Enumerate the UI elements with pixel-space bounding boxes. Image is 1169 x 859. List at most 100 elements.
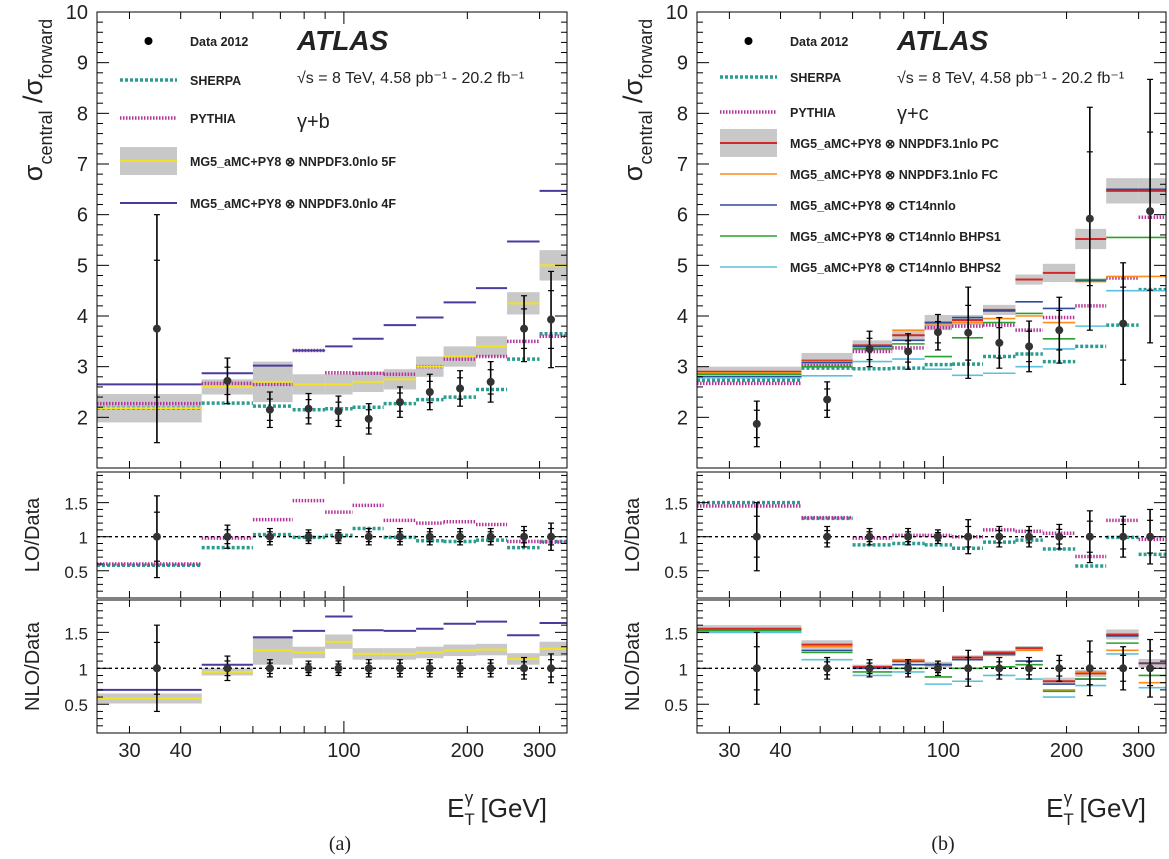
data-point-2	[823, 664, 832, 673]
data-point-9	[456, 384, 465, 393]
data-point-12	[547, 532, 556, 541]
data-point-11	[1119, 664, 1128, 673]
data-point-3	[865, 532, 874, 541]
main-pad-plot-area	[697, 78, 1166, 448]
data-point-8	[425, 388, 434, 396]
y-tick-label: 9	[677, 53, 688, 75]
data-point-7	[395, 532, 404, 541]
data-point-6	[964, 664, 973, 673]
data-point-2	[223, 664, 232, 673]
data-point-1	[152, 532, 161, 541]
data-point-5	[933, 664, 942, 673]
nlo-ratio-pad-plot-area	[697, 625, 1166, 705]
experiment-label: ATLAS	[296, 25, 389, 56]
legend-label-mg5-amc-py8-ct14nnlo-bhps2: MG5_aMC+PY8 ⊗ CT14nnlo BHPS2	[790, 261, 1001, 275]
x-tick-label: 200	[451, 740, 484, 762]
data-point-5	[334, 664, 343, 673]
data-point-1	[752, 419, 761, 428]
main-pad-frame	[696, 11, 1167, 469]
data-point-11	[520, 664, 529, 673]
data-point-4	[904, 664, 913, 673]
main-y-axis-title: σcentral /σforward	[18, 19, 56, 181]
data-point-8	[1025, 532, 1034, 541]
data-point-2	[223, 532, 232, 541]
y-tick-label: 1.5	[64, 624, 88, 643]
legend-label-sherpa: SHERPA	[790, 71, 841, 85]
y-tick-label: 8	[77, 103, 88, 125]
data-point-9	[456, 532, 465, 541]
nlo-ratio-pad-y-axis-title: NLO/Data	[622, 621, 644, 711]
main-pad-plot-area	[97, 189, 567, 444]
data-point-12	[547, 315, 556, 324]
data-point-10	[1085, 532, 1094, 541]
energy-label: √s = 8 TeV, 4.58 pb⁻¹ - 20.2 fb⁻¹	[897, 70, 1124, 87]
lo-ratio-pad: 0.5 1 1.5 LO/Data	[22, 471, 568, 599]
data-point-1	[152, 664, 161, 673]
legend-label-data-2012: Data 2012	[190, 35, 248, 49]
data-point-12	[1146, 664, 1155, 673]
nlo-ratio-pad-plot-area	[97, 615, 567, 713]
data-point-11	[1119, 532, 1128, 541]
legend: Data 2012 SHERPA PYTHIA MG5_aMC+PY8 ⊗ NNPDF…	[720, 35, 1001, 275]
data-point-8	[425, 532, 434, 541]
data-point-3	[265, 664, 274, 673]
data-point-6	[964, 532, 973, 541]
y-tick-label: 0.5	[664, 696, 688, 715]
data-point-6	[364, 532, 373, 541]
data-point-2	[823, 532, 832, 541]
y-tick-label: 2	[77, 407, 88, 429]
panel-b: 2 3 4 5 6 7 8 9 10 σcentral /σforward 0.5 1 1.5 LO/Da…	[618, 2, 1167, 855]
legend-label-mg5-amc-py8-nnpdf3-0nlo-4f: MG5_aMC+PY8 ⊗ NNPDF3.0nlo 4F	[190, 197, 396, 211]
data-point-11	[1119, 319, 1128, 328]
lo-ratio-pad-frame	[96, 471, 568, 599]
energy-label: √s = 8 TeV, 4.58 pb⁻¹ - 20.2 fb⁻¹	[297, 70, 524, 87]
y-tick-label: 1	[679, 660, 688, 679]
main-y-axis-title: σcentral /σforward	[618, 19, 656, 181]
nlo-ratio-pad-frame	[96, 599, 568, 734]
data-point-8	[425, 664, 434, 673]
data-point-4	[904, 532, 913, 541]
data-point-4	[904, 347, 913, 356]
y-tick-label: 7	[77, 154, 88, 176]
y-tick-label: 1	[79, 529, 88, 548]
nlo-ratio-pad: 0.5 1 1.5 NLO/Data	[22, 599, 568, 734]
data-point-3	[265, 532, 274, 541]
y-tick-label: 0.5	[64, 696, 88, 715]
legend-label-pythia: PYTHIA	[790, 106, 836, 120]
data-point-5	[334, 532, 343, 541]
process-label: γ+b	[297, 111, 330, 133]
data-point-10	[486, 532, 495, 541]
nlo-ratio-pad: 0.5 1 1.5 NLO/Data	[622, 599, 1167, 734]
y-tick-label: 6	[677, 205, 688, 227]
data-point-1	[752, 664, 761, 673]
legend-data-marker	[144, 37, 153, 45]
y-tick-label: 8	[677, 103, 688, 125]
data-point-1	[752, 532, 761, 541]
y-tick-label: 3	[77, 357, 88, 379]
data-point-7	[995, 338, 1004, 347]
legend-label-mg5-amc-py8-ct14nnlo: MG5_aMC+PY8 ⊗ CT14nnlo	[790, 199, 956, 213]
data-point-8	[1025, 664, 1034, 673]
x-axis-title: ETγ [GeV]	[1046, 788, 1146, 829]
y-tick-label: 1	[79, 660, 88, 679]
data-point-6	[364, 664, 373, 673]
legend-data-marker	[744, 37, 753, 45]
legend-label-mg5-amc-py8-nnpdf3-1nlo-fc: MG5_aMC+PY8 ⊗ NNPDF3.1nlo FC	[790, 168, 998, 182]
data-point-9	[1055, 664, 1064, 673]
nlo-ratio-pad-frame	[696, 599, 1167, 734]
data-point-3	[865, 344, 874, 353]
panel-a: 2 3 4 5 6 7 8 9 10 σcentral /σforward 0.5 1 1.5 LO/Da…	[18, 2, 568, 855]
main-pad: 2 3 4 5 6 7 8 9 10 σcentral /σforward	[18, 2, 568, 469]
data-point-5	[933, 532, 942, 541]
y-tick-label: 1.5	[664, 624, 688, 643]
data-point-9	[456, 664, 465, 673]
data-point-5	[334, 407, 343, 416]
lo-ratio-pad-frame	[696, 471, 1167, 599]
x-tick-label: 100	[327, 740, 360, 762]
y-tick-label: 1.5	[64, 495, 88, 514]
y-tick-label: 3	[677, 357, 688, 379]
main-pad-frame	[96, 11, 568, 469]
data-point-10	[486, 664, 495, 673]
process-label: γ+c	[897, 103, 929, 125]
legend-label-mg5-amc-py8-ct14nnlo-bhps1: MG5_aMC+PY8 ⊗ CT14nnlo BHPS1	[790, 230, 1001, 244]
